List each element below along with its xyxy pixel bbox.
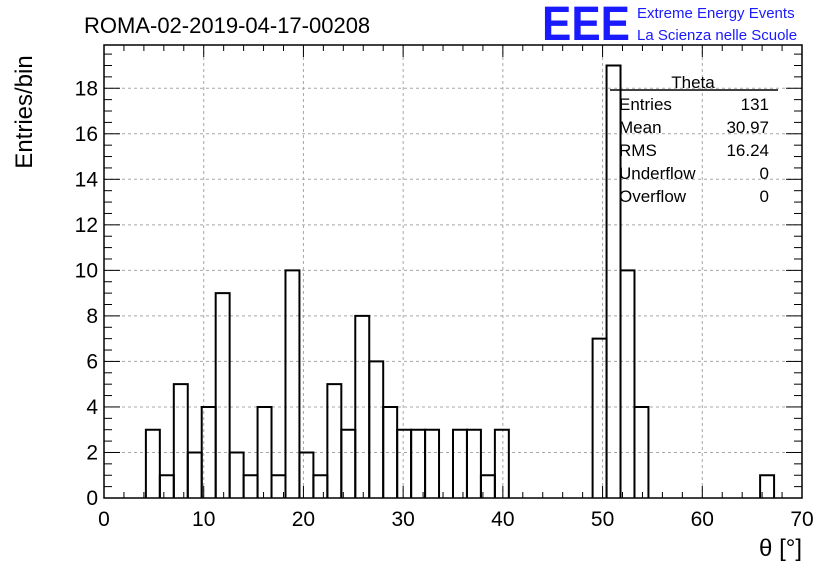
plot-frame-rect: [103, 44, 803, 499]
histogram-bin: [284, 269, 301, 498]
logo-text: EEE: [542, 0, 630, 51]
stats-row-label: Mean: [619, 118, 662, 137]
histogram-bin: [424, 428, 441, 498]
y-tick-label: 14: [75, 168, 99, 191]
logo-line2: La Scienza nelle Scuole: [637, 27, 797, 44]
eee-logo: EEE: [542, 0, 630, 51]
histogram-bin: [410, 428, 427, 498]
histogram-bin: [619, 269, 636, 498]
histogram-bin: [340, 428, 357, 498]
histogram-bin: [256, 405, 273, 498]
y-axis-label: Entries/bin: [11, 55, 38, 168]
y-tick-label: 8: [86, 305, 98, 328]
stats-row-label: RMS: [619, 141, 657, 160]
x-tick-label: 10: [192, 508, 215, 531]
histogram-bin: [396, 428, 413, 498]
x-tick-label: 40: [491, 508, 514, 531]
stats-row-label: Underflow: [619, 164, 696, 183]
stats-name: Theta: [671, 73, 715, 92]
histogram-bin: [144, 428, 161, 498]
histogram-bin: [172, 383, 189, 498]
x-axis-label: θ [°]: [759, 535, 802, 562]
y-tick-label: 2: [86, 441, 98, 464]
stats-row-value: 131: [741, 95, 769, 114]
stats-row-value: 16.24: [726, 141, 769, 160]
y-tick-label: 4: [86, 396, 98, 419]
x-tick-label: 30: [391, 508, 414, 531]
histogram-bin: [228, 451, 245, 498]
histogram-bin: [368, 360, 385, 498]
y-tick-label: 6: [86, 350, 98, 373]
stats-row-label: Overflow: [619, 187, 687, 206]
stats-row-value: 0: [760, 187, 769, 206]
histogram-bin: [493, 428, 510, 498]
plot-frame: [103, 44, 803, 499]
x-tick-label: 0: [98, 508, 110, 531]
y-tick-label: 10: [75, 259, 98, 282]
x-tick-label: 20: [292, 508, 315, 531]
histogram-bin: [298, 451, 315, 498]
histogram-bin: [633, 405, 650, 498]
logo-line1: Extreme Energy Events: [637, 5, 795, 22]
axis-ticks: [103, 45, 803, 499]
histogram-bin: [326, 383, 343, 498]
histogram-bin: [312, 474, 329, 498]
y-tick-label: 0: [86, 487, 98, 510]
x-tick-label: 70: [790, 508, 813, 531]
stats-box: Theta Entries 131 Mean 30.97 RMS 16.24 Underfl…: [610, 73, 778, 206]
histogram-outline: [144, 64, 776, 498]
histogram-bin: [591, 337, 608, 498]
y-tick-label: 18: [75, 77, 98, 100]
histogram-bin: [382, 405, 399, 498]
y-tick-label: 12: [75, 214, 98, 237]
histogram-bin: [452, 428, 468, 498]
stats-row-value: 0: [760, 164, 769, 183]
run-title: ROMA-02-2019-04-17-00208: [84, 13, 370, 38]
histogram-bin: [186, 451, 203, 498]
histogram-bin: [465, 428, 482, 498]
tick-labels: 0 10 20 30 40 50 60 70 0 2 4 6 8 10 12 14 16 18: [75, 77, 814, 531]
stats-row-value: 30.97: [726, 118, 769, 137]
x-tick-label: 60: [691, 508, 714, 531]
histogram-bin: [158, 474, 175, 498]
x-tick-label: 50: [591, 508, 614, 531]
grid-lines: [104, 45, 802, 498]
histogram-bin: [759, 474, 776, 498]
histogram-bin: [214, 292, 231, 498]
stats-row-label: Entries: [619, 95, 672, 114]
histogram-bin: [242, 474, 259, 498]
y-tick-label: 16: [75, 123, 98, 146]
